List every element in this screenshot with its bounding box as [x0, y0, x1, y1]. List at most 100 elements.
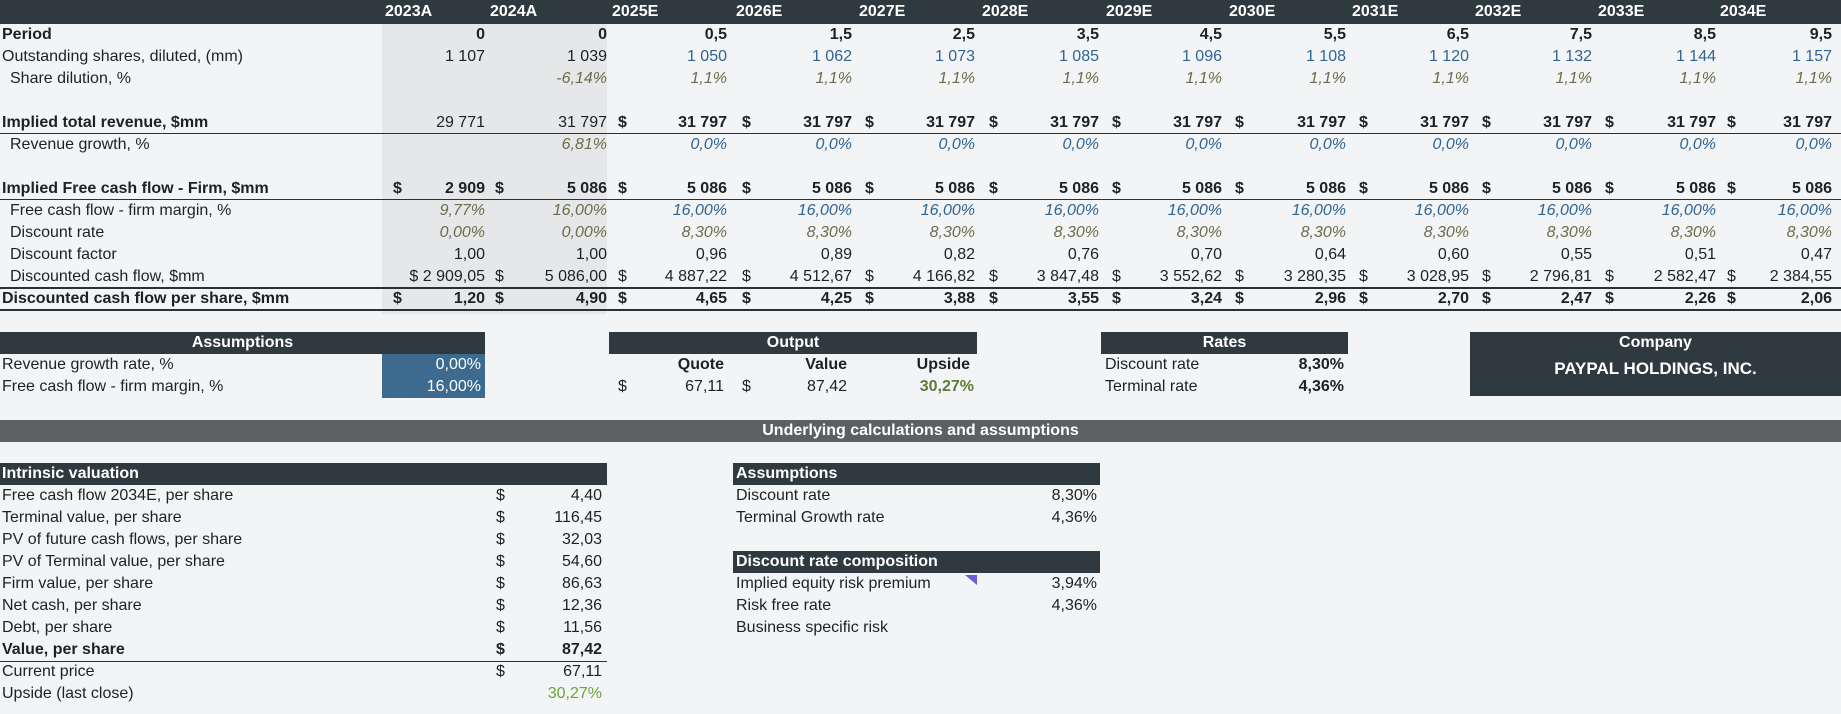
- company-box: Company PAYPAL HOLDINGS, INC.: [1470, 332, 1841, 396]
- table-cell: 0,0%: [1432, 136, 1469, 153]
- currency-symbol: $: [1482, 180, 1491, 197]
- composition-label: Risk free rate: [736, 597, 832, 614]
- currency-symbol: $: [865, 180, 874, 197]
- comment-flag-icon[interactable]: [965, 575, 977, 585]
- table-cell: 0,0%: [1679, 136, 1716, 153]
- table-cell: 9,77%: [439, 202, 485, 219]
- currency-symbol: $: [1112, 114, 1121, 131]
- currency-symbol: $: [1727, 268, 1736, 285]
- table-cell: 1,1%: [1062, 70, 1099, 87]
- table-cell: 31 797: [1297, 114, 1346, 131]
- currency-symbol: $: [1605, 180, 1614, 197]
- year-header: 2030E: [1229, 3, 1276, 20]
- assumptions2-value: 8,30%: [1051, 487, 1097, 504]
- table-cell: 8,30%: [1546, 224, 1592, 241]
- intrinsic-label: Net cash, per share: [2, 597, 142, 614]
- row-label: Period: [2, 26, 52, 43]
- table-cell: 31 797: [803, 114, 852, 131]
- table-cell: 3 847,48: [1036, 268, 1099, 285]
- table-cell: 31 797: [678, 114, 727, 131]
- rates-discount-value: 8,30%: [1298, 356, 1344, 373]
- intrinsic-value: 116,45: [554, 509, 602, 526]
- composition-label: Business specific risk: [736, 619, 889, 636]
- table-row-fcf-margin: Free cash flow - firm margin, % 9,77% 16,0…: [0, 200, 1841, 222]
- year-header: 2033E: [1598, 3, 1645, 20]
- assumptions2-label: Discount rate: [736, 487, 831, 504]
- output-upside: 30,27%: [919, 378, 974, 395]
- currency-symbol: $: [989, 268, 998, 285]
- table-cell: 31 797: [1173, 114, 1222, 131]
- intrinsic-label: Value, per share: [2, 641, 125, 658]
- currency-symbol: $: [393, 290, 402, 307]
- table-row-shares: Outstanding shares, diluted, (mm) 1 107 1 …: [0, 46, 1841, 68]
- row-label: Outstanding shares, diluted, (mm): [2, 48, 243, 65]
- table-cell: 5 086: [566, 180, 607, 197]
- table-cell: 1,1%: [1185, 70, 1222, 87]
- row-label: Free cash flow - firm margin, %: [10, 202, 232, 219]
- currency-symbol: $: [393, 180, 402, 197]
- year-header: 2032E: [1475, 3, 1522, 20]
- row-label: Discount factor: [10, 246, 117, 263]
- table-cell: 1,5: [829, 26, 852, 43]
- currency-symbol: $: [495, 268, 504, 285]
- row-label: Revenue growth, %: [10, 136, 150, 153]
- intrinsic-label: PV of future cash flows, per share: [2, 531, 243, 548]
- table-row-period: Period 0 0 0,5 1,5 2,5 3,5 4,5 5,5 6,5 7,5 8,5 9,5: [0, 24, 1841, 46]
- table-row-dilution: Share dilution, % -6,14% 1,1% 1,1% 1,1% 1,1% 1…: [0, 68, 1841, 90]
- table-cell: 0,00%: [439, 224, 485, 241]
- table-cell: 1 085: [1058, 48, 1099, 65]
- year-header: 2029E: [1106, 3, 1153, 20]
- intrinsic-divider: [0, 661, 607, 662]
- currency-symbol: $: [742, 290, 751, 307]
- table-cell: 4 887,22: [664, 268, 727, 285]
- table-cell: 1 157: [1791, 48, 1832, 65]
- intrinsic-label: Firm value, per share: [2, 575, 154, 592]
- table-cell: 16,00%: [1167, 202, 1222, 219]
- assumptions-fcf-label: Free cash flow - firm margin, %: [2, 378, 224, 395]
- currency-symbol: $: [1727, 114, 1736, 131]
- output-value-currency: $: [742, 378, 751, 395]
- table-cell: 0,5: [704, 26, 727, 43]
- table-cell: 0,60: [1437, 246, 1469, 263]
- currency-symbol: $: [1359, 114, 1368, 131]
- table-cell: 2,70: [1437, 290, 1469, 307]
- composition-label: Implied equity risk premium: [736, 575, 931, 592]
- intrinsic-currency: $: [496, 663, 505, 680]
- table-cell: 5 086,00: [544, 268, 607, 285]
- table-cell: 8,30%: [681, 224, 727, 241]
- table-cell: 2 582,47: [1653, 268, 1716, 285]
- year-header: 2025E: [612, 3, 659, 20]
- row-divider: [0, 133, 1841, 134]
- intrinsic-value: 30,27%: [547, 685, 602, 702]
- table-cell: 3,55: [1067, 290, 1099, 307]
- table-cell: 5 086: [1675, 180, 1716, 197]
- table-cell: 0,47: [1800, 246, 1832, 263]
- assumptions-fcf-input[interactable]: 16,00%: [382, 376, 485, 398]
- table-cell: 3,5: [1076, 26, 1099, 43]
- rates-discount-label: Discount rate: [1105, 356, 1200, 373]
- assumptions2-label: Terminal Growth rate: [736, 509, 885, 526]
- table-cell: 1,1%: [1795, 70, 1832, 87]
- table-cell: 3 552,62: [1159, 268, 1222, 285]
- table-cell: 5 086: [1551, 180, 1592, 197]
- row-label: Implied total revenue, $mm: [2, 114, 209, 131]
- assumptions-rev-input[interactable]: 0,00%: [382, 354, 485, 376]
- table-cell: 8,30%: [929, 224, 975, 241]
- table-cell: 8,30%: [1786, 224, 1832, 241]
- row-divider: [0, 287, 1841, 289]
- output-value-label: Value: [805, 356, 847, 373]
- table-cell: 8,5: [1693, 26, 1716, 43]
- currency-symbol: $: [865, 268, 874, 285]
- table-cell: 3,24: [1190, 290, 1222, 307]
- table-cell: 16,00%: [1044, 202, 1099, 219]
- table-cell: 31 797: [1420, 114, 1469, 131]
- intrinsic-currency: $: [496, 641, 505, 658]
- year-header: 2027E: [859, 3, 906, 20]
- table-cell: $ 2 909,05: [409, 268, 485, 285]
- intrinsic-currency: $: [496, 553, 505, 570]
- composition-value: 4,36%: [1051, 597, 1097, 614]
- table-cell: 4,25: [820, 290, 852, 307]
- intrinsic-label: Current price: [2, 663, 95, 680]
- table-row-dcf: Discounted cash flow, $mm $ 2 909,05 $5 08…: [0, 266, 1841, 288]
- currency-symbol: $: [989, 290, 998, 307]
